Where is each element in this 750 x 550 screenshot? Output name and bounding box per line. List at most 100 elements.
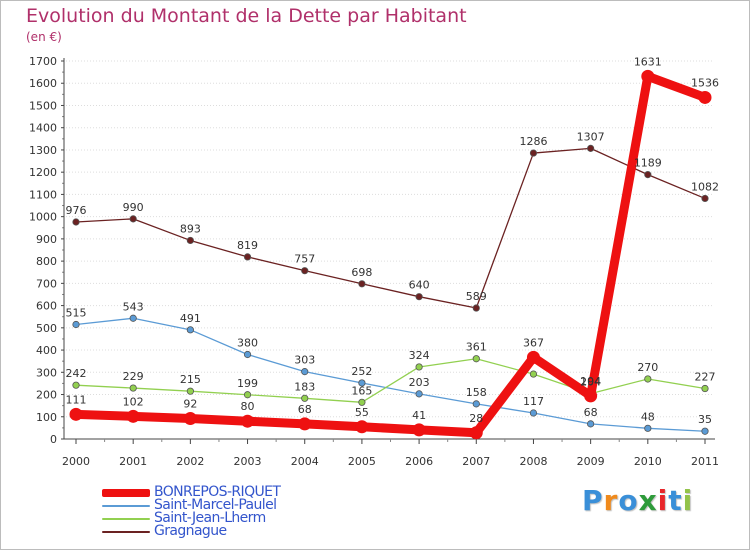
series-line-bonrepos-riquet [71,71,710,438]
data-label-bonrepos-riquet: 92 [183,398,197,411]
y-tick-label: 1700 [29,55,57,68]
data-label-saint-marcel-paulel: 515 [66,306,87,319]
x-tick-label: 2004 [291,455,319,468]
data-label-saint-marcel-paulel: 303 [294,354,315,367]
data-label-saint-jean-lherm: 183 [294,380,315,393]
x-tick-label: 2007 [462,455,490,468]
data-point-gragnague [186,236,194,245]
series-line-saint-jean-lherm [75,358,706,403]
x-tick-label: 2009 [577,455,605,468]
data-point-bonrepos-riquet [412,423,426,437]
data-point-saint-jean-lherm [644,375,652,383]
data-label-gragnague: 698 [351,266,372,279]
data-point-saint-jean-lherm [301,394,309,402]
data-label-gragnague: 1189 [634,157,662,170]
data-label-saint-jean-lherm: 204 [580,376,601,389]
x-tick-label: 2008 [519,455,547,468]
data-label-bonrepos-riquet: 194 [580,375,601,388]
logo-letter: x [638,484,658,517]
data-point-saint-jean-lherm [129,384,137,392]
data-label-bonrepos-riquet: 28 [469,412,483,425]
y-tick-label: 400 [36,344,57,357]
data-point-saint-jean-lherm [472,355,480,363]
y-tick-label: 1600 [29,77,57,90]
data-label-gragnague: 893 [180,222,201,235]
data-label-saint-marcel-paulel: 491 [180,312,201,325]
data-point-saint-marcel-paulel [301,368,309,376]
data-point-gragnague [72,218,80,226]
data-point-gragnague [529,149,538,157]
data-label-gragnague: 589 [466,290,487,303]
data-label-saint-jean-lherm: 227 [695,371,716,384]
data-label-bonrepos-riquet: 1536 [691,76,719,89]
y-tick-label: 1000 [29,211,57,224]
legend-item-saint-marcel-paulel[interactable]: Saint-Marcel-Paulel [98,497,358,513]
logo-letter: P [582,484,604,517]
data-label-gragnague: 1286 [519,135,547,148]
legend-item-saint-jean-lherm[interactable]: Saint-Jean-Lherm [98,510,358,526]
legend-label: Saint-Jean-Lherm [154,510,266,526]
data-label-saint-marcel-paulel: 543 [123,300,144,313]
legend-swatch [102,518,150,520]
y-tick-label: 1100 [29,188,57,201]
data-label-gragnague: 819 [237,239,258,252]
data-point-bonrepos-riquet [126,409,140,423]
y-tick-label: 100 [36,411,57,424]
data-label-bonrepos-riquet: 55 [355,406,369,419]
y-tick-label: 800 [36,255,57,268]
legend-label: Saint-Marcel-Paulel [154,497,277,513]
y-tick-label: 0 [50,433,57,446]
data-point-saint-jean-lherm [358,398,366,406]
series-line-gragnague [75,147,706,309]
legend-swatch [102,489,150,497]
data-point-bonrepos-riquet [298,417,312,431]
data-point-bonrepos-riquet [69,407,83,421]
data-point-bonrepos-riquet [526,350,540,364]
y-tick-label: 1500 [29,99,57,112]
logo-letter: r [603,484,619,517]
data-point-gragnague [358,280,366,288]
y-tick-label: 1400 [29,122,57,135]
series-layer [69,69,712,440]
legend: BONREPOS-RIQUET Saint-Marcel-Paulel Sain… [98,484,358,539]
data-label-gragnague: 1082 [691,180,719,193]
legend-item-bonrepos-riquet[interactable]: BONREPOS-RIQUET [98,484,358,500]
data-point-saint-jean-lherm [415,363,423,371]
data-label-bonrepos-riquet: 41 [412,409,426,422]
x-tick-label: 2003 [234,455,262,468]
data-label-bonrepos-riquet: 68 [298,403,312,416]
data-point-saint-marcel-paulel [72,320,80,329]
data-label-saint-marcel-paulel: 68 [584,406,598,419]
x-tick-label: 2002 [176,455,204,468]
data-point-saint-marcel-paulel [644,424,652,432]
legend-item-gragnague[interactable]: Gragnague [98,523,358,539]
x-tick-label: 2006 [405,455,433,468]
proxiti-logo: Proxiti [582,484,693,517]
y-tick-label: 500 [36,322,57,335]
data-point-saint-marcel-paulel [129,314,137,322]
data-point-saint-jean-lherm [72,381,80,389]
data-point-saint-jean-lherm [529,370,538,378]
data-point-gragnague [472,304,480,312]
data-point-saint-jean-lherm [243,391,252,399]
data-point-gragnague [644,171,652,179]
x-tick-label: 2011 [691,455,719,468]
data-label-bonrepos-riquet: 102 [123,395,144,408]
x-tick-label: 2005 [348,455,376,468]
data-label-saint-marcel-paulel: 203 [409,376,430,389]
y-tick-label: 700 [36,277,57,290]
data-point-saint-marcel-paulel [358,379,366,387]
data-label-saint-jean-lherm: 229 [123,370,144,383]
data-point-gragnague [243,253,252,261]
data-point-saint-marcel-paulel [415,390,423,398]
data-point-saint-jean-lherm [701,384,709,393]
y-unit-label: (en €) [26,30,62,44]
data-point-gragnague [701,194,709,203]
data-label-bonrepos-riquet: 367 [523,336,544,349]
data-point-saint-marcel-paulel [701,427,709,435]
logo-letter: i [682,484,694,517]
data-label-saint-jean-lherm: 199 [237,377,258,390]
data-label-gragnague: 990 [123,201,144,214]
